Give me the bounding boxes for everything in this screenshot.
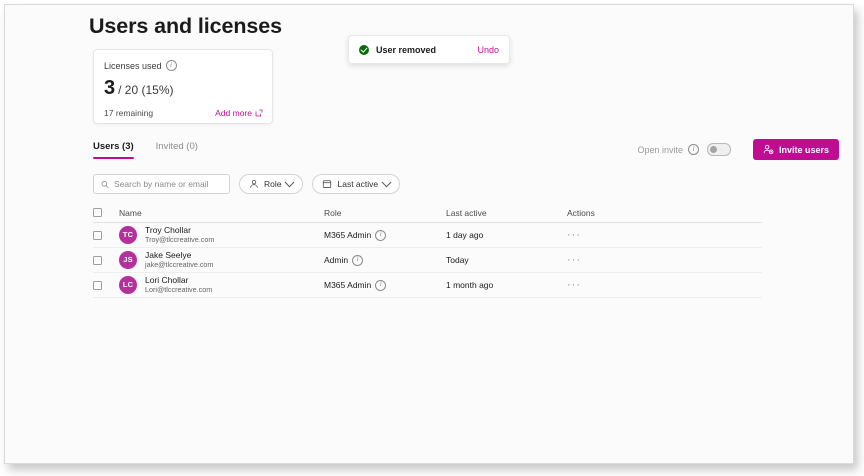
row-role-label: Admin: [324, 255, 349, 265]
info-icon[interactable]: [375, 228, 387, 241]
row-role-cell: M365 Admin: [324, 278, 446, 291]
external-link-icon: [255, 109, 263, 117]
calendar-icon: [323, 180, 332, 188]
licenses-used-count: 3: [104, 77, 116, 99]
info-icon[interactable]: [165, 59, 177, 71]
table-row[interactable]: JS Jake Seelye jake@tlccreative.com Admi…: [93, 248, 762, 273]
open-invite-label: Open invite: [637, 144, 683, 155]
role-filter-button[interactable]: Role: [239, 174, 304, 194]
row-last-active-cell: Today: [446, 255, 567, 265]
avatar: TC: [119, 225, 137, 244]
add-more-link[interactable]: Add more: [215, 108, 263, 118]
page-content: Users and licenses Licenses used 3 / 20 …: [5, 5, 853, 463]
row-name-block: Lori Chollar Lori@tlccreative.com: [145, 274, 213, 295]
row-more-actions-button[interactable]: ···: [567, 253, 581, 266]
search-input[interactable]: [114, 179, 222, 189]
table-row[interactable]: LC Lori Chollar Lori@tlccreative.com M36…: [93, 273, 762, 298]
row-select-cell: [93, 230, 119, 240]
search-box[interactable]: [93, 174, 230, 194]
invite-users-button[interactable]: Invite users: [752, 139, 839, 160]
open-invite-control: Open invite: [637, 143, 731, 156]
role-filter-label: Role: [264, 179, 282, 189]
page-title: Users and licenses: [89, 14, 283, 38]
row-last-active-cell: 1 month ago: [446, 280, 567, 290]
row-role-cell: Admin: [324, 253, 446, 266]
header-role-label: Role: [324, 207, 342, 218]
row-more-actions-button[interactable]: ···: [567, 278, 581, 291]
row-role-cell: M365 Admin: [324, 228, 446, 241]
licenses-remaining-text: 17 remaining: [104, 108, 154, 118]
toast-message: User removed: [376, 44, 437, 55]
tab-users[interactable]: Users (3): [93, 141, 134, 159]
person-icon: [250, 179, 258, 188]
open-invite-toggle[interactable]: [707, 143, 731, 156]
users-table: Name Role Last active Actions TC: [93, 203, 762, 298]
success-check-icon: [359, 44, 369, 55]
row-user-name: Jake Seelye: [145, 249, 192, 260]
row-last-active-label: 1 day ago: [446, 230, 484, 240]
toggle-knob: [709, 145, 717, 153]
row-select-cell: [93, 255, 119, 265]
row-last-active-label: Today: [446, 255, 469, 265]
header-actions: Actions: [567, 208, 762, 218]
chevron-down-icon: [285, 176, 295, 187]
last-active-filter-label: Last active: [337, 179, 379, 189]
row-checkbox[interactable]: [93, 280, 102, 290]
notification-toast: User removed Undo: [348, 35, 510, 64]
row-more-actions-button[interactable]: ···: [567, 228, 581, 241]
header-last-active-label: Last active: [446, 207, 487, 218]
licenses-used-label: Licenses used: [104, 60, 162, 71]
row-name-block: Jake Seelye jake@tlccreative.com: [145, 249, 214, 270]
licenses-used-label-row: Licenses used: [104, 59, 177, 71]
row-user-email: Lori@tlccreative.com: [145, 285, 213, 295]
licenses-total-text: / 20 (15%): [118, 83, 174, 97]
add-user-icon: [763, 144, 774, 155]
row-last-active-label: 1 month ago: [446, 280, 494, 290]
table-row[interactable]: TC Troy Chollar Troy@tlccreative.com M36…: [93, 223, 762, 248]
row-actions-cell: ···: [567, 278, 762, 291]
select-all-cell: [93, 208, 119, 217]
licenses-count-row: 3 / 20 (15%): [104, 77, 173, 100]
row-name-block: Troy Chollar Troy@tlccreative.com: [145, 224, 215, 245]
header-role: Role: [324, 208, 446, 218]
tab-invited[interactable]: Invited (0): [155, 141, 198, 152]
licenses-card-footer: 17 remaining Add more: [104, 108, 263, 118]
filter-bar: Role Last active: [93, 174, 401, 194]
header-last-active: Last active: [446, 208, 567, 218]
search-icon: [101, 180, 109, 188]
header-actions-label: Actions: [567, 207, 595, 218]
row-name-cell: LC Lori Chollar Lori@tlccreative.com: [119, 274, 324, 295]
chevron-down-icon: [381, 176, 392, 187]
row-name-cell: TC Troy Chollar Troy@tlccreative.com: [119, 224, 324, 245]
undo-link[interactable]: Undo: [477, 44, 499, 55]
row-checkbox[interactable]: [93, 255, 102, 265]
header-name-label: Name: [119, 207, 142, 218]
row-user-name: Lori Chollar: [145, 274, 189, 285]
invite-users-label: Invite users: [778, 144, 829, 155]
row-actions-cell: ···: [567, 228, 762, 241]
row-user-email: jake@tlccreative.com: [145, 260, 214, 270]
last-active-filter-button[interactable]: Last active: [312, 174, 401, 194]
licenses-used-card: Licenses used 3 / 20 (15%) 17 remaining …: [93, 49, 273, 124]
row-user-name: Troy Chollar: [145, 224, 191, 235]
row-name-cell: JS Jake Seelye jake@tlccreative.com: [119, 249, 324, 270]
row-last-active-cell: 1 day ago: [446, 230, 567, 240]
info-icon[interactable]: [688, 143, 699, 155]
info-icon[interactable]: [375, 278, 387, 291]
table-header-row: Name Role Last active Actions: [93, 203, 762, 223]
avatar: JS: [119, 250, 137, 269]
row-user-email: Troy@tlccreative.com: [145, 235, 215, 245]
app-window: Users and licenses Licenses used 3 / 20 …: [4, 4, 854, 464]
select-all-checkbox[interactable]: [93, 208, 102, 217]
tab-list: Users (3) Invited (0): [93, 141, 198, 159]
row-role-label: M365 Admin: [324, 280, 372, 290]
row-actions-cell: ···: [567, 253, 762, 266]
info-icon[interactable]: [352, 253, 364, 266]
row-checkbox[interactable]: [93, 230, 102, 240]
avatar: LC: [119, 275, 137, 294]
header-name: Name: [119, 208, 324, 218]
add-more-label: Add more: [215, 108, 252, 118]
row-select-cell: [93, 280, 119, 290]
row-role-label: M365 Admin: [324, 230, 372, 240]
